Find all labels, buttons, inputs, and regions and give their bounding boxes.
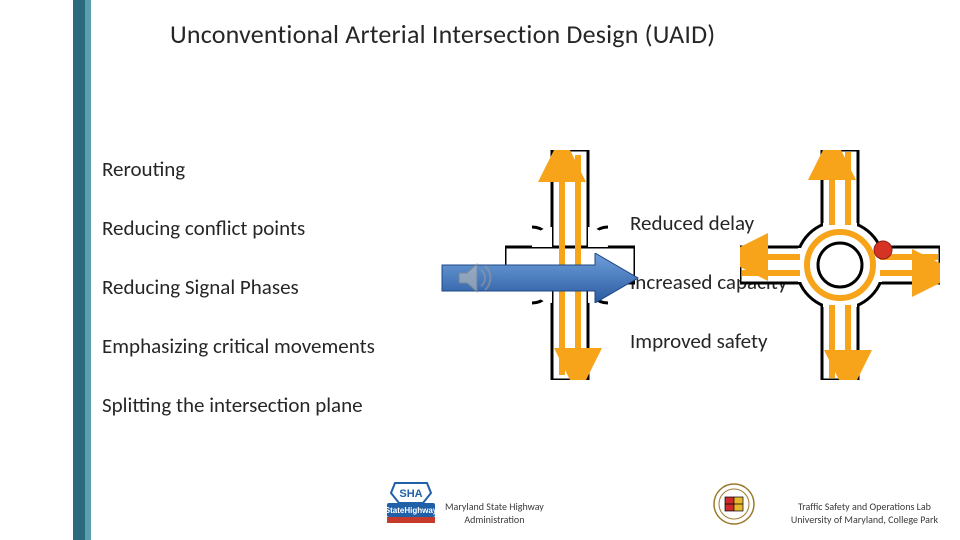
side-stripe-dark — [73, 0, 85, 540]
list-item: Rerouting — [102, 156, 375, 182]
sha-logo: StateHighway SHA — [385, 479, 437, 530]
svg-text:StateHighway: StateHighway — [385, 506, 437, 515]
side-stripe-light — [85, 0, 91, 540]
slide: Unconventional Arterial Intersection Des… — [0, 0, 960, 540]
svg-text:SHA: SHA — [399, 488, 422, 500]
list-item: Splitting the intersection plane — [102, 392, 375, 418]
list-item: Reducing Signal Phases — [102, 274, 375, 300]
left-feature-list: Rerouting Reducing conflict points Reduc… — [102, 156, 375, 451]
list-item: Reducing conflict points — [102, 215, 375, 241]
footer-right-caption: Traffic Safety and Operations Lab Univer… — [791, 501, 938, 526]
footer-text: Traffic Safety and Operations Lab — [798, 500, 931, 513]
footer-text: University of Maryland, College Park — [791, 513, 938, 526]
um-seal — [713, 483, 755, 530]
audio-icon — [455, 258, 495, 303]
footer-text: Administration — [464, 513, 524, 526]
slide-title: Unconventional Arterial Intersection Des… — [170, 18, 715, 50]
roundabout-intersection-diagram — [740, 150, 940, 380]
list-item: Emphasizing critical movements — [102, 333, 375, 359]
footer-left-caption: Maryland State Highway Administration — [445, 501, 544, 526]
footer-text: Maryland State Highway — [445, 500, 544, 513]
